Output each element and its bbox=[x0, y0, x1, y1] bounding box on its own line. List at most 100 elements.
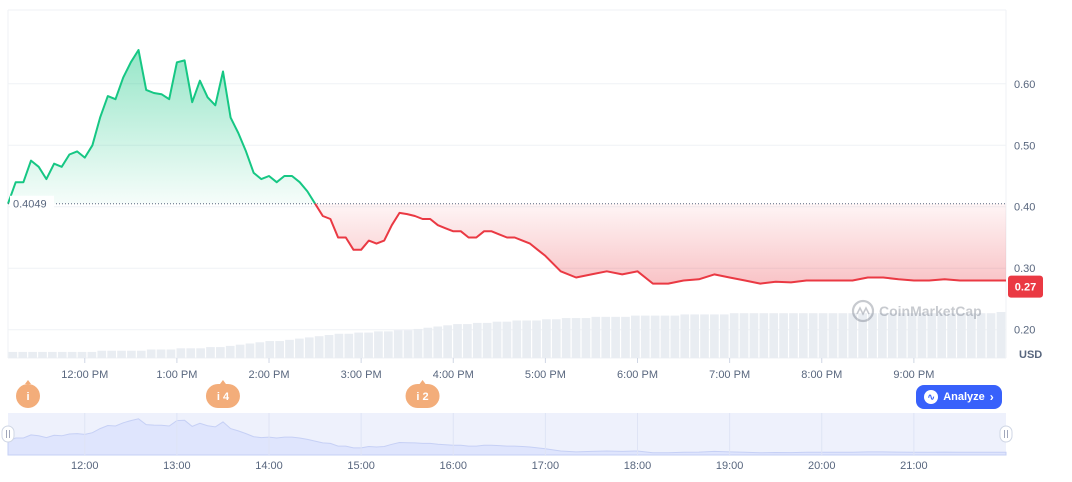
volume-bar bbox=[492, 321, 502, 358]
volume-bar bbox=[512, 320, 522, 358]
navigator-area bbox=[7, 418, 1007, 456]
navigator-tick-label: 19:00 bbox=[716, 460, 744, 472]
price-line-down bbox=[314, 203, 1006, 285]
volume-bar bbox=[176, 348, 186, 358]
volume-bar bbox=[779, 313, 788, 358]
volume-bar bbox=[700, 314, 709, 358]
volume-bar bbox=[285, 339, 294, 358]
x-tick-label: 6:00 PM bbox=[617, 369, 658, 381]
baseline-label-bg bbox=[10, 195, 54, 212]
y-tick-label: 0.60 bbox=[1014, 79, 1035, 91]
x-tick-label: 2:00 PM bbox=[249, 369, 290, 381]
x-tick-label: 4:00 PM bbox=[433, 369, 474, 381]
event-marker bbox=[205, 384, 240, 408]
volume-bar bbox=[453, 324, 462, 358]
event-marker bbox=[16, 384, 40, 408]
volume-bar bbox=[472, 322, 482, 358]
volume-bar bbox=[719, 314, 729, 358]
volume-bar bbox=[690, 314, 699, 358]
x-tick-label: 9:00 PM bbox=[893, 369, 934, 381]
x-tick-label: 12:00 PM bbox=[61, 369, 108, 381]
volume-bar bbox=[532, 320, 541, 358]
price-area-down bbox=[315, 203, 1007, 284]
volume-bar bbox=[502, 321, 512, 358]
navigator-tick-label: 14:00 bbox=[255, 460, 283, 472]
volume-bar bbox=[917, 313, 927, 358]
volume-bar bbox=[196, 348, 205, 358]
price-area bbox=[8, 50, 1007, 284]
volume-bar bbox=[947, 313, 956, 358]
price-area-up bbox=[8, 50, 316, 204]
volume-bar bbox=[482, 322, 492, 358]
volume-bar bbox=[463, 324, 472, 358]
price-line bbox=[7, 49, 1006, 285]
event-marker-label: i 4 bbox=[217, 391, 230, 403]
volume-bar bbox=[48, 351, 57, 358]
volume-bar bbox=[87, 351, 97, 358]
analyze-label: Analyze bbox=[943, 391, 985, 403]
cmc-logo-mark bbox=[856, 306, 870, 316]
x-tick-label: 8:00 PM bbox=[801, 369, 842, 381]
price-line-up bbox=[7, 49, 316, 205]
volume-bar bbox=[314, 336, 324, 358]
volume-bar bbox=[631, 315, 640, 358]
volume-bar bbox=[136, 350, 146, 358]
volume-bar bbox=[749, 313, 759, 358]
chart-logo-icon: ∿ bbox=[924, 390, 939, 404]
volume-bar bbox=[364, 332, 373, 358]
cmc-logo-icon bbox=[851, 299, 875, 323]
volume-bar bbox=[996, 312, 1006, 358]
volume-bar bbox=[927, 313, 937, 358]
volume-bar bbox=[324, 335, 334, 358]
volume-bar bbox=[156, 349, 166, 358]
volume-bar bbox=[729, 313, 739, 358]
volume-bar bbox=[838, 313, 848, 358]
volume-bar bbox=[344, 333, 354, 358]
volume-bar bbox=[225, 345, 235, 358]
volume-bar bbox=[235, 344, 245, 358]
volume-bar bbox=[640, 315, 650, 358]
volume-bar bbox=[304, 337, 314, 358]
baseline-label: 0.4049 bbox=[13, 199, 47, 211]
volume-bar bbox=[808, 313, 818, 358]
x-tick-label: 7:00 PM bbox=[709, 369, 750, 381]
volume-bar bbox=[77, 351, 87, 358]
volume-bar bbox=[581, 318, 591, 358]
volume-bar bbox=[848, 313, 858, 358]
volume-bar bbox=[275, 341, 284, 358]
volume-bar bbox=[433, 326, 443, 358]
volume-bar bbox=[561, 318, 571, 358]
navigator-handle-left[interactable] bbox=[1, 425, 15, 443]
volume-bar bbox=[255, 342, 265, 358]
volume-bar bbox=[107, 350, 116, 358]
navigator-handle-right[interactable] bbox=[999, 425, 1013, 443]
volume-bar bbox=[146, 349, 156, 358]
volume-bar bbox=[67, 351, 77, 358]
event-markers: i i 4 i 2 bbox=[16, 380, 440, 408]
volume-bar bbox=[601, 316, 611, 358]
volume-bar bbox=[265, 341, 275, 358]
volume-bar bbox=[374, 331, 383, 358]
volume-bar bbox=[245, 343, 255, 358]
volume-bar bbox=[206, 347, 215, 358]
volume-bar bbox=[897, 313, 907, 358]
volume-bar bbox=[907, 313, 917, 358]
current-price-badge bbox=[1008, 275, 1043, 298]
analyze-button[interactable]: ∿ Analyze › bbox=[916, 385, 1002, 409]
volume-bar bbox=[591, 316, 601, 358]
volume-bar bbox=[8, 351, 18, 358]
event-marker-label: i 2 bbox=[416, 391, 428, 403]
current-price-label: 0.27 bbox=[1015, 282, 1036, 294]
volume-bar bbox=[18, 351, 28, 358]
axis-labels: 0.60 0.50 0.40 0.30 0.20 USD 0.4049 0.27 12:00 P… bbox=[8, 79, 1043, 381]
y-tick-label: 0.40 bbox=[1014, 202, 1035, 214]
volume-bar bbox=[97, 350, 107, 358]
watermark-group: CoinMarketCap bbox=[851, 299, 982, 323]
event-marker-pointer bbox=[419, 380, 426, 384]
volume-bar bbox=[542, 319, 551, 358]
volume-bar bbox=[38, 351, 47, 358]
y-tick-label: 0.50 bbox=[1014, 140, 1035, 152]
volume-bar bbox=[383, 331, 393, 358]
